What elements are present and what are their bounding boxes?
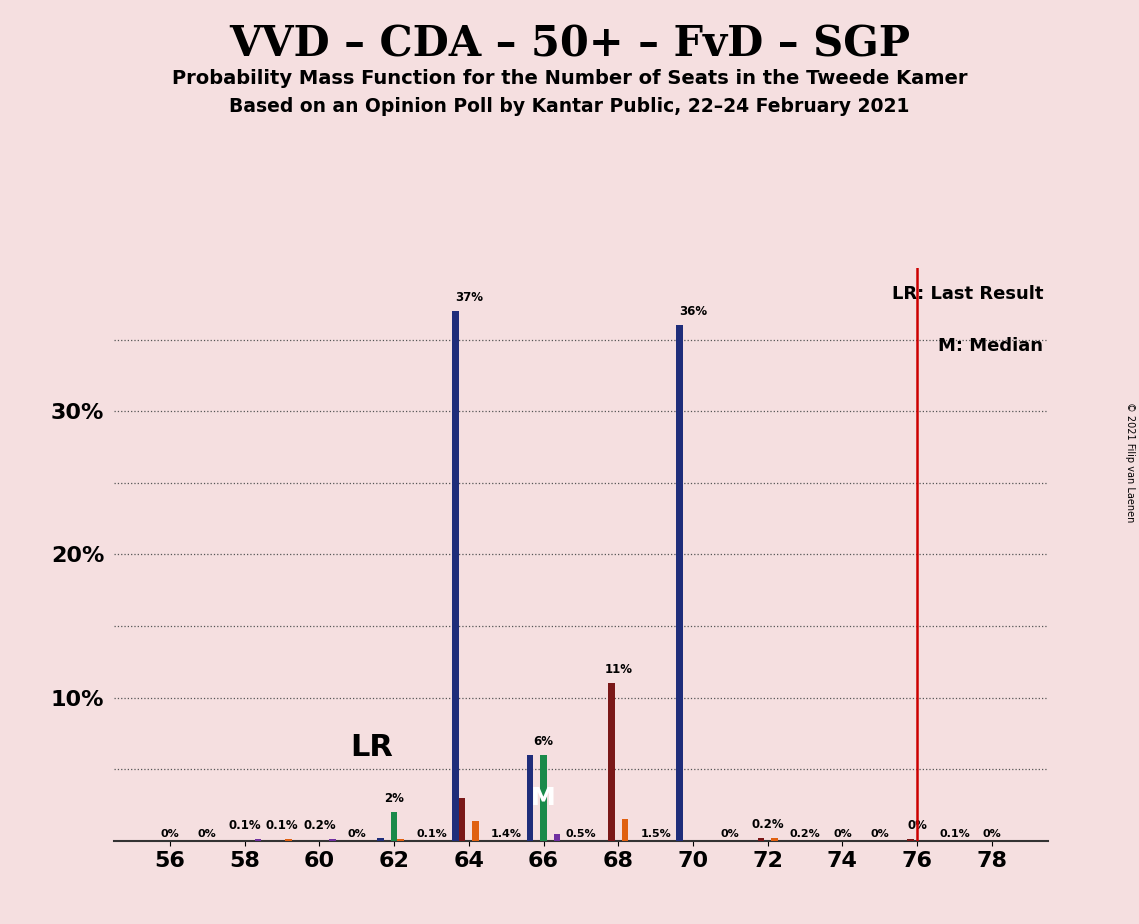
Bar — [771, 838, 778, 841]
Text: 0%: 0% — [161, 829, 179, 839]
Text: 0.2%: 0.2% — [752, 818, 784, 831]
Bar — [329, 839, 336, 841]
Text: M: Median: M: Median — [939, 336, 1043, 355]
Bar — [608, 684, 615, 841]
Text: 0.1%: 0.1% — [228, 820, 261, 833]
Text: 6%: 6% — [533, 735, 554, 748]
Text: LR: Last Result: LR: Last Result — [892, 286, 1043, 303]
Bar — [391, 812, 398, 841]
Text: 2%: 2% — [384, 792, 404, 805]
Text: 0.1%: 0.1% — [416, 829, 446, 839]
Text: 0.5%: 0.5% — [566, 829, 596, 839]
Text: 11%: 11% — [605, 663, 632, 676]
Bar — [757, 838, 764, 841]
Bar — [907, 839, 913, 841]
Bar — [526, 755, 533, 841]
Text: VVD – CDA – 50+ – FvD – SGP: VVD – CDA – 50+ – FvD – SGP — [229, 23, 910, 65]
Text: 1.4%: 1.4% — [491, 829, 522, 839]
Text: 0.1%: 0.1% — [940, 829, 969, 839]
Bar — [540, 755, 547, 841]
Text: 0.1%: 0.1% — [265, 820, 298, 833]
Bar — [255, 839, 262, 841]
Text: 0%: 0% — [198, 829, 216, 839]
Bar — [452, 310, 459, 841]
Bar — [473, 821, 478, 841]
Text: 1.5%: 1.5% — [640, 829, 671, 839]
Text: 0%: 0% — [907, 820, 927, 833]
Text: LR: LR — [350, 734, 393, 762]
Text: Based on an Opinion Poll by Kantar Public, 22–24 February 2021: Based on an Opinion Poll by Kantar Publi… — [229, 97, 910, 116]
Text: Probability Mass Function for the Number of Seats in the Tweede Kamer: Probability Mass Function for the Number… — [172, 69, 967, 89]
Bar — [459, 797, 466, 841]
Text: 0%: 0% — [870, 829, 890, 839]
Text: © 2021 Filip van Laenen: © 2021 Filip van Laenen — [1125, 402, 1134, 522]
Bar — [286, 839, 292, 841]
Text: 0.2%: 0.2% — [789, 829, 820, 839]
Text: 0.2%: 0.2% — [303, 820, 336, 833]
Text: M: M — [531, 786, 556, 809]
Text: 0%: 0% — [833, 829, 852, 839]
Bar — [677, 325, 683, 841]
Bar — [554, 833, 560, 841]
Bar — [377, 838, 384, 841]
Text: 36%: 36% — [679, 305, 707, 318]
Bar — [398, 839, 404, 841]
Text: 37%: 37% — [454, 291, 483, 304]
Text: 0%: 0% — [721, 829, 739, 839]
Text: 0%: 0% — [983, 829, 1001, 839]
Text: 0%: 0% — [347, 829, 366, 839]
Bar — [622, 820, 629, 841]
